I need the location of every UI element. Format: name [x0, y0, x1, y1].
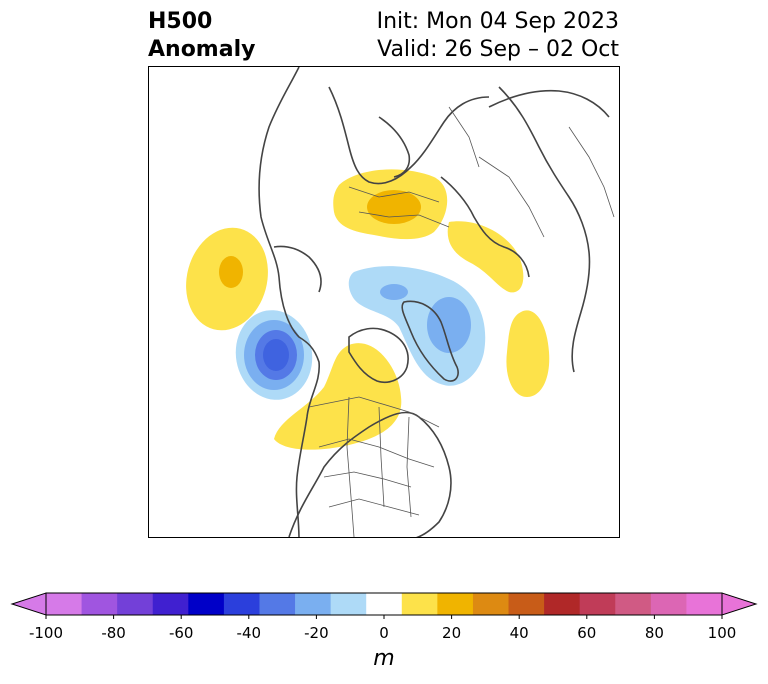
anomaly-positive-east — [506, 310, 550, 397]
colorbar-segment — [330, 593, 367, 615]
colorbar-tick-label: 100 — [707, 624, 737, 642]
colorbar-segment — [650, 593, 687, 615]
colorbar-segment — [615, 593, 652, 615]
colorbar-tick-label: 60 — [577, 624, 597, 642]
anomaly-positive-siberia — [447, 221, 524, 293]
colorbar-segment — [152, 593, 189, 615]
colorbar-segment — [579, 593, 616, 615]
colorbar-tick-label: 40 — [509, 624, 529, 642]
init-time: Init: Mon 04 Sep 2023 — [376, 9, 619, 34]
valid-range: Valid: 26 Sep – 02 Oct — [377, 37, 619, 62]
colorbar-segment — [81, 593, 118, 615]
colorbar-tick-label: 20 — [442, 624, 462, 642]
anomaly-positive-scandinavia-core — [367, 190, 421, 224]
anomaly-fills — [186, 169, 550, 450]
colorbar-tick-label: -100 — [28, 624, 64, 642]
anomaly-negative-arctic-2 — [380, 284, 408, 300]
colorbar-segment — [295, 593, 332, 615]
map-title: H500 Anomaly — [148, 8, 255, 64]
colorbar-svg — [10, 592, 758, 619]
colorbar-tick-label: 80 — [644, 624, 664, 642]
anomaly-negative-gulf-of-alaska-4 — [263, 339, 289, 371]
colorbar-segment — [472, 593, 510, 615]
colorbar-segment — [366, 593, 403, 615]
colorbar-segment — [401, 593, 438, 615]
colorbar-extend-low — [10, 592, 47, 616]
colorbar-segment — [544, 593, 581, 615]
colorbar-segment — [46, 593, 83, 615]
title-field-kind: Anomaly — [148, 37, 256, 62]
colorbar-segment — [223, 593, 260, 615]
colorbar-tick-label: -60 — [168, 624, 194, 642]
map-canvas — [186, 67, 615, 537]
colorbar-segment — [686, 593, 723, 615]
colorbar-tick-label: -20 — [304, 624, 329, 642]
colorbar-extend-high — [721, 592, 758, 616]
political-borders — [308, 106, 615, 537]
run-info: Init: Mon 04 Sep 2023 Valid: 26 Sep – 02… — [377, 8, 619, 64]
colorbar-segment — [117, 593, 154, 615]
anomaly-positive-north-pacific-core — [219, 256, 243, 288]
title-field: H500 — [148, 9, 213, 34]
colorbar-tick-label: 0 — [379, 624, 389, 642]
colorbar-segment — [259, 593, 296, 615]
colorbar-segment — [188, 593, 225, 615]
anomaly-map — [148, 66, 620, 538]
anomaly-negative-greenland-2 — [427, 297, 471, 353]
colorbar-segment — [508, 593, 545, 615]
colorbar — [10, 590, 758, 620]
colorbar-unit: m — [373, 646, 395, 671]
coastlines — [258, 67, 610, 537]
colorbar-segment — [437, 593, 474, 615]
colorbar-tick-label: -80 — [101, 624, 126, 642]
colorbar-tick-label: -40 — [236, 624, 262, 642]
